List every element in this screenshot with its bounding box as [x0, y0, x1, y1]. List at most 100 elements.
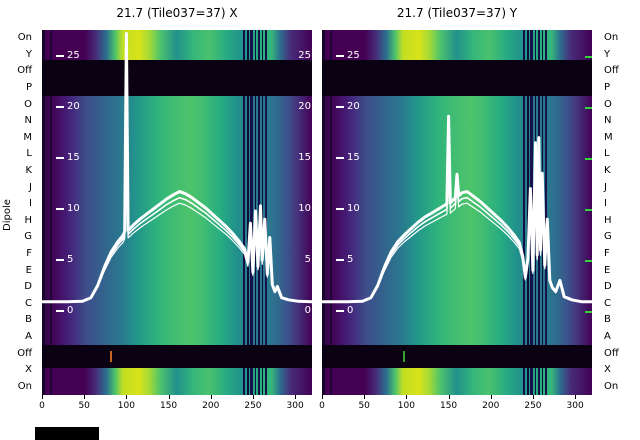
x-axis: 0 50 100 150 200 250 300	[39, 395, 312, 425]
x-tick-mark	[490, 395, 492, 399]
inner-tick-label: 0	[336, 305, 353, 317]
row-label: J	[29, 181, 32, 193]
row-label: K	[604, 165, 611, 177]
x-tick-label: 100	[397, 401, 415, 411]
heatmap-top-strip	[322, 30, 592, 60]
row-label: M	[604, 131, 613, 143]
inner-tick-mark	[56, 106, 64, 108]
row-label: Y	[25, 48, 32, 60]
heatmap-bottom-strip	[322, 368, 592, 395]
edge-tick	[585, 260, 592, 262]
inner-tick-label: 20	[336, 101, 360, 113]
row-label: D	[24, 281, 32, 293]
edge-tick	[585, 158, 592, 160]
inner-tick-mark	[336, 106, 344, 108]
inner-tick-value: 5	[347, 254, 354, 265]
row-label: F	[604, 247, 610, 259]
x-tick-mark	[364, 395, 366, 399]
row-label: Y	[604, 48, 611, 60]
row-label: F	[26, 247, 32, 259]
off-row-dark-band	[42, 344, 312, 368]
inner-tick-value: 15	[67, 152, 80, 163]
inner-tick-mark	[336, 310, 344, 312]
inner-tick-value: 20	[347, 101, 360, 112]
white-curve	[322, 135, 592, 303]
row-label: E	[604, 264, 611, 276]
row-label: A	[604, 330, 611, 342]
edge-tick	[585, 209, 592, 211]
x-tick-label: 50	[358, 401, 370, 411]
off-row-dark-band	[42, 59, 312, 97]
row-label: O	[604, 98, 612, 110]
row-label: N	[604, 115, 612, 127]
inner-tick-mark	[56, 55, 64, 57]
edge-tick	[585, 56, 592, 58]
inner-tick-label-right: 10	[298, 203, 311, 214]
x-tick-label: 200	[202, 401, 220, 411]
inner-tick-label-right: 20	[298, 101, 311, 112]
inner-tick-label-right: 25	[298, 50, 311, 61]
x-tick-label: 300	[286, 401, 304, 411]
white-curve	[322, 125, 592, 303]
x-tick-label: 0	[319, 401, 325, 411]
inner-tick-mark	[56, 310, 64, 312]
row-label: I	[29, 198, 32, 210]
inner-tick-label-right: 5	[304, 254, 311, 265]
panel-title: 21.7 (Tile037=37) X	[116, 6, 238, 20]
row-label: P	[604, 82, 611, 94]
inner-tick-mark	[336, 208, 344, 210]
x-tick-label: 0	[39, 401, 45, 411]
row-label: Off	[17, 347, 32, 359]
row-labels-left: On Y Off P O N M L K J I H G F E D C B A Off X On	[0, 30, 36, 395]
inner-tick-label: 10	[56, 203, 80, 215]
x-tick-mark	[42, 395, 43, 399]
row-label: N	[24, 115, 32, 127]
x-tick-mark	[532, 395, 534, 399]
row-label: B	[25, 314, 32, 326]
row-label: Off	[17, 65, 32, 77]
row-label: P	[25, 82, 32, 94]
x-tick-label: 150	[439, 401, 458, 411]
inner-tick-mark	[56, 157, 64, 159]
x-tick-label: 300	[566, 401, 584, 411]
inner-tick-label: 20	[56, 101, 80, 113]
white-curve	[322, 114, 592, 304]
inner-tick-value: 25	[347, 50, 360, 61]
row-label: X	[604, 364, 611, 376]
band-mark	[403, 350, 405, 362]
band-mark	[109, 350, 112, 362]
row-label: C	[604, 297, 611, 309]
x-tick-label: 100	[117, 401, 135, 411]
inner-tick-value: 15	[347, 152, 360, 163]
row-label: E	[25, 264, 32, 276]
inner-tick-mark	[56, 259, 64, 261]
x-tick-mark	[84, 395, 86, 399]
inner-tick-label: 5	[336, 254, 353, 266]
x-tick-mark	[406, 395, 408, 399]
row-label: On	[17, 32, 32, 44]
x-tick-label: 50	[78, 401, 90, 411]
row-label: X	[25, 364, 32, 376]
x-tick-mark	[295, 395, 297, 399]
row-label: M	[23, 131, 32, 143]
inner-tick-label: 25	[56, 50, 80, 62]
inner-tick-mark	[336, 259, 344, 261]
inner-tick-mark	[56, 208, 64, 210]
inner-tick-label: 15	[56, 152, 80, 164]
inner-tick-value: 20	[67, 101, 80, 112]
white-curve	[42, 61, 312, 303]
row-label: O	[24, 98, 32, 110]
x-tick-mark	[448, 395, 450, 399]
x-tick-label: 250	[244, 401, 262, 411]
edge-tick	[585, 311, 592, 313]
inner-tick-label: 10	[336, 203, 360, 215]
row-label: B	[604, 314, 611, 326]
heatmap-top-strip	[42, 30, 312, 60]
x-tick-mark	[210, 395, 212, 399]
inner-tick-value: 0	[347, 305, 354, 316]
inner-tick-value: 25	[67, 50, 80, 61]
x-tick-mark	[252, 395, 254, 399]
x-tick-mark	[126, 395, 128, 399]
x-tick-label: 150	[159, 401, 178, 411]
